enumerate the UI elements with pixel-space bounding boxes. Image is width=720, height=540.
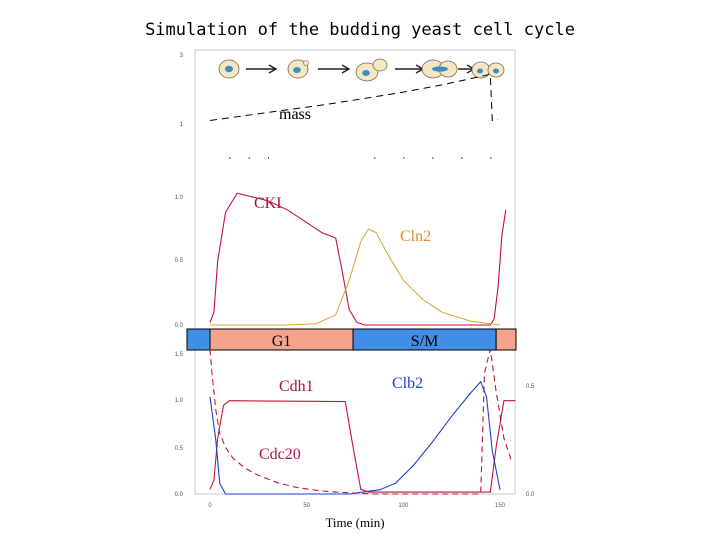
x-tick-150: 150 [495,503,506,509]
y-tick-mid-1.0: 1.0 [175,195,184,201]
axis-ticks: 3 1 1.0 0.5 0.0 1.5 1.0 0.5 0.0 0.5 0.0 … [175,53,535,509]
phase-bar-tail [495,328,517,351]
budding-cell-icon [471,61,505,79]
mass-panel-tick-mark [374,157,376,159]
mass-panel-tick-mark [248,157,250,159]
series-label-cdc20: Cdc20 [259,446,301,463]
series-cki-line [209,192,507,326]
mass-panel-tick-mark [229,157,231,159]
series-cln2-line [210,228,501,326]
y-tick-right-0.5: 0.5 [526,384,535,390]
series-cdc20-line [209,349,513,495]
mass-panel-tick-mark [490,157,492,159]
mass-panel-tick-mark [403,157,405,159]
y-tick-mid-0.0: 0.0 [175,323,184,329]
arrow-right-icon [246,64,278,74]
y-tick-bottom-0.5: 0.5 [175,446,184,452]
arrow-right-icon [395,64,425,74]
chart-title: Simulation of the budding yeast cell cyc… [145,20,575,40]
series-label-cki: CKI [254,195,282,212]
y-tick-mass-1: 1 [180,122,184,128]
y-tick-right-0.0: 0.0 [526,492,535,498]
budding-cell-icon [287,59,309,79]
mass-panel-tick-mark [432,157,434,159]
y-tick-bottom-1.5: 1.5 [175,352,184,358]
mass-panel-tick-mark [461,157,463,159]
x-tick-0: 0 [208,503,212,509]
series-label-mass: mass [279,106,311,123]
series-cdh1-line [209,400,516,493]
mass-panel-tick-mark [268,157,269,159]
x-axis-label: Time (min) [325,515,384,530]
arrow-right-icon [318,64,351,74]
y-tick-mid-0.5: 0.5 [175,258,184,264]
budding-cell-icon [421,59,458,79]
y-tick-bottom-1.0: 1.0 [175,398,184,404]
series-label-cdh1: Cdh1 [279,378,314,395]
series-clb2-line [209,380,501,495]
series-label-cln2: Cln2 [400,228,431,245]
y-tick-bottom-0.0: 0.0 [175,492,184,498]
phase-bar-lead [186,328,211,351]
x-tick-50: 50 [303,503,310,509]
budding-cell-icon [355,58,388,82]
series-label-clb2: Clb2 [392,375,423,392]
arrow-right-icon [458,64,476,74]
y-tick-mass-3: 3 [180,53,184,59]
x-tick-100: 100 [398,503,409,509]
phase-g1-label: G1 [272,333,292,350]
plot-frame [194,49,516,495]
budding-cell-icon [218,59,240,79]
series-mass-line [209,73,499,122]
cell-cycle-illustration [218,58,505,82]
phase-bar: G1 S/M [186,328,517,351]
phase-sm-label: S/M [411,333,439,350]
